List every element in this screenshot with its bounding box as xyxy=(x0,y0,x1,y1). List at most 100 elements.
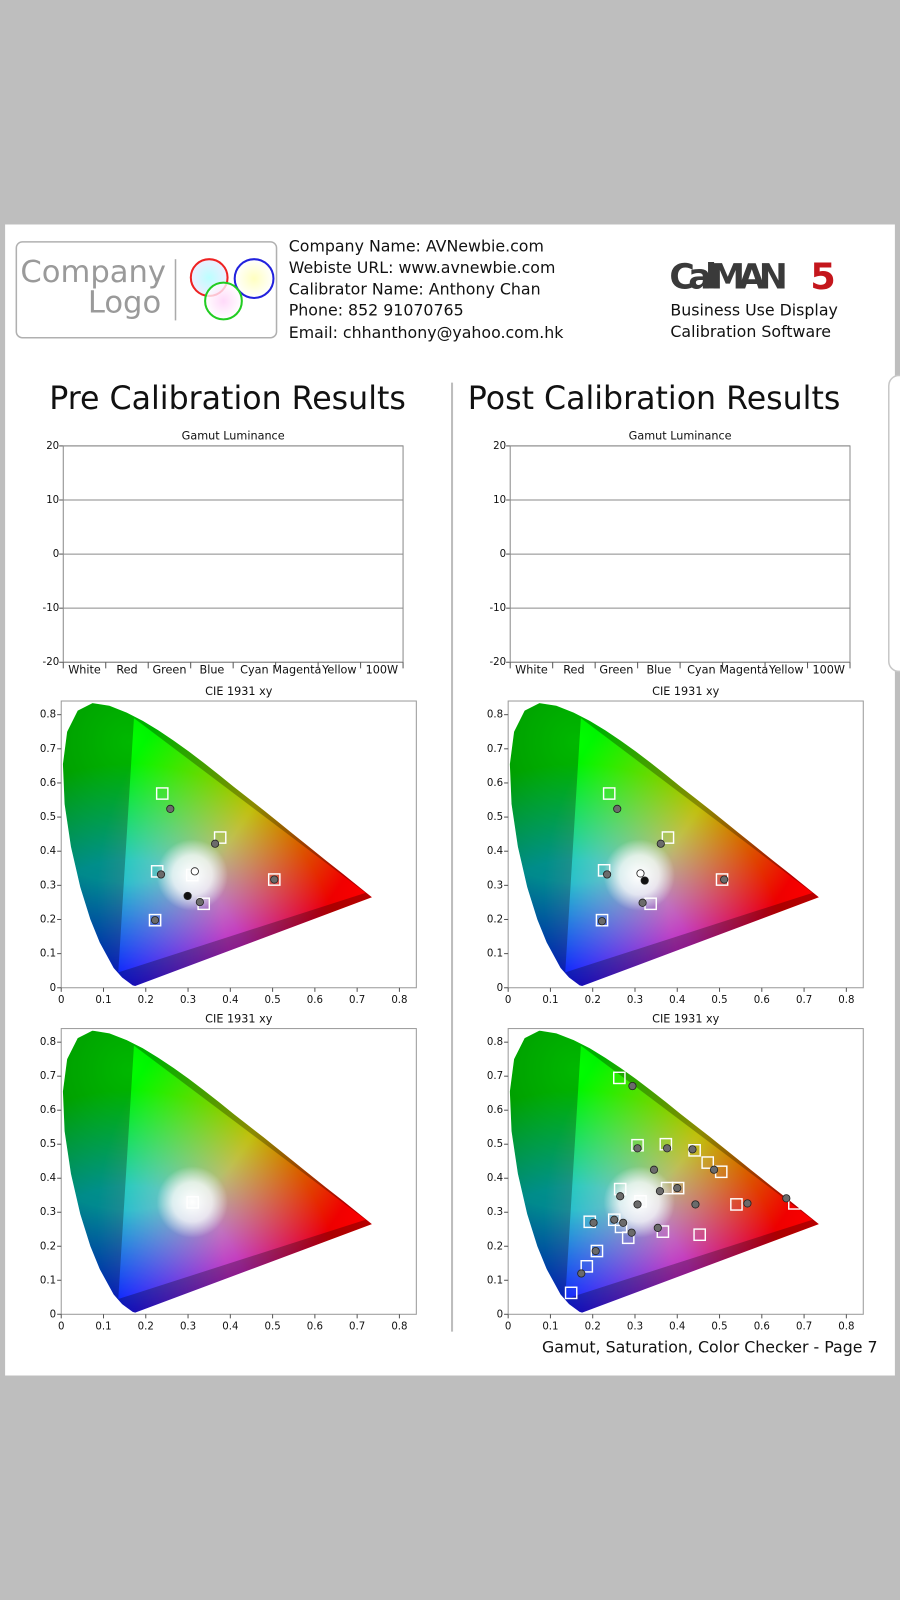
measured-marker xyxy=(603,870,612,879)
x-tick-label: 0.4 xyxy=(669,1322,685,1333)
measured-marker xyxy=(691,1200,700,1209)
brand-version: 5 xyxy=(810,255,836,298)
y-tick-label: 0.1 xyxy=(40,1275,56,1286)
footer: Gamut, Saturation, Color Checker - Page … xyxy=(542,1337,878,1356)
measured-marker xyxy=(638,898,647,907)
y-tick-label: 10 xyxy=(493,495,506,506)
y-tick-label: 0.8 xyxy=(487,710,503,721)
x-tick-label: 0.5 xyxy=(264,995,280,1006)
y-tick-label: 0.8 xyxy=(40,710,56,721)
target-marker xyxy=(186,1196,200,1209)
measured-marker xyxy=(720,875,729,884)
measured-marker xyxy=(628,1081,637,1091)
x-tick-label: Cyan xyxy=(687,663,715,676)
logo-text: Logo xyxy=(88,286,161,321)
x-tick-label: 100W xyxy=(366,663,399,676)
x-tick-label: Blue xyxy=(646,663,671,676)
y-tick-label: 0.1 xyxy=(487,949,503,960)
y-tick-label: 0.2 xyxy=(487,914,503,925)
x-tick-label: Cyan xyxy=(240,663,268,676)
x-tick-label: 0 xyxy=(505,995,511,1006)
x-tick-label: 0.4 xyxy=(669,995,685,1006)
y-tick-label: 0 xyxy=(50,1309,56,1320)
y-tick-label: 0.4 xyxy=(487,846,503,857)
y-tick-label: 0.5 xyxy=(487,812,503,823)
measured-marker xyxy=(782,1194,791,1203)
x-tick-label: 0 xyxy=(58,995,64,1006)
measured-marker xyxy=(640,876,649,885)
x-tick-label: Magenta xyxy=(719,663,768,676)
measured-marker xyxy=(589,1218,598,1227)
y-tick-label: 0.6 xyxy=(40,778,56,789)
measured-marker xyxy=(211,839,220,848)
y-tick-label: -10 xyxy=(43,603,60,614)
x-tick-label: White xyxy=(515,663,548,676)
x-tick-label: Blue xyxy=(200,663,225,676)
target-marker xyxy=(701,1156,715,1169)
target-marker xyxy=(730,1198,743,1211)
measured-marker xyxy=(633,1200,642,1209)
measured-marker xyxy=(743,1199,752,1208)
y-tick-label: 20 xyxy=(493,441,506,452)
target-marker xyxy=(155,787,169,800)
measured-marker xyxy=(663,1144,672,1153)
x-tick-label: 0.6 xyxy=(307,995,323,1006)
y-tick-label: 0.5 xyxy=(487,1139,503,1150)
x-tick-label: 0.1 xyxy=(542,1322,558,1333)
y-tick-label: 0.4 xyxy=(40,846,56,857)
x-tick-label: Yellow xyxy=(768,663,804,676)
x-tick-label: 0.7 xyxy=(349,995,365,1006)
measured-marker xyxy=(195,897,204,907)
y-tick-label: 0.6 xyxy=(487,778,503,789)
target-marker xyxy=(148,913,162,927)
target-marker xyxy=(671,1181,685,1195)
measured-marker xyxy=(627,1228,636,1237)
x-tick-label: 0.7 xyxy=(796,1322,812,1333)
target-marker xyxy=(595,913,609,927)
measured-marker xyxy=(688,1145,697,1154)
x-tick-label: Yellow xyxy=(321,663,357,676)
tagline: Calibration Software xyxy=(670,322,831,341)
logo-circle xyxy=(233,258,275,299)
measured-marker xyxy=(270,875,279,884)
x-tick-label: 0.8 xyxy=(391,1322,407,1333)
tagline: Business Use Display xyxy=(670,301,837,320)
measured-marker xyxy=(613,804,622,813)
y-tick-label: 0 xyxy=(53,549,59,560)
target-marker xyxy=(267,873,281,886)
x-tick-label: 0.4 xyxy=(222,995,238,1006)
contact-line: Company Name: AVNewbie.com xyxy=(289,236,544,255)
measured-marker xyxy=(150,916,160,925)
y-tick-label: 0.6 xyxy=(487,1105,503,1116)
contact-line: Calibrator Name: Anthony Chan xyxy=(289,279,541,298)
target-marker xyxy=(564,1286,578,1300)
x-tick-label: 0 xyxy=(58,1322,64,1333)
measured-marker xyxy=(636,869,645,878)
x-tick-label: 0.7 xyxy=(796,995,812,1006)
target-marker xyxy=(590,1244,604,1258)
y-tick-label: 0.8 xyxy=(40,1037,56,1048)
x-tick-label: Green xyxy=(152,663,186,676)
x-tick-label: Red xyxy=(116,663,137,676)
chart-title: Gamut Luminance xyxy=(629,430,732,443)
scroll-handle[interactable] xyxy=(888,374,900,673)
measured-marker xyxy=(653,1223,662,1232)
section-title: Pre Calibration Results xyxy=(49,381,406,417)
chart-title: CIE 1931 xy xyxy=(205,685,273,698)
measured-marker xyxy=(655,1187,665,1196)
x-tick-label: 0.3 xyxy=(627,995,643,1006)
target-marker xyxy=(788,1197,801,1210)
measured-marker xyxy=(610,1215,619,1224)
measured-marker xyxy=(619,1218,628,1227)
chart-title: CIE 1931 xy xyxy=(205,1012,273,1025)
x-tick-label: Red xyxy=(563,663,584,676)
x-tick-label: 0.1 xyxy=(542,995,558,1006)
x-tick-label: 0.5 xyxy=(264,1322,280,1333)
x-tick-label: White xyxy=(68,663,101,676)
measured-marker xyxy=(591,1246,600,1256)
y-tick-label: 20 xyxy=(46,441,59,452)
y-tick-label: 0.2 xyxy=(40,1241,56,1252)
y-tick-label: -20 xyxy=(489,657,506,668)
y-tick-label: 0.6 xyxy=(40,1105,56,1116)
